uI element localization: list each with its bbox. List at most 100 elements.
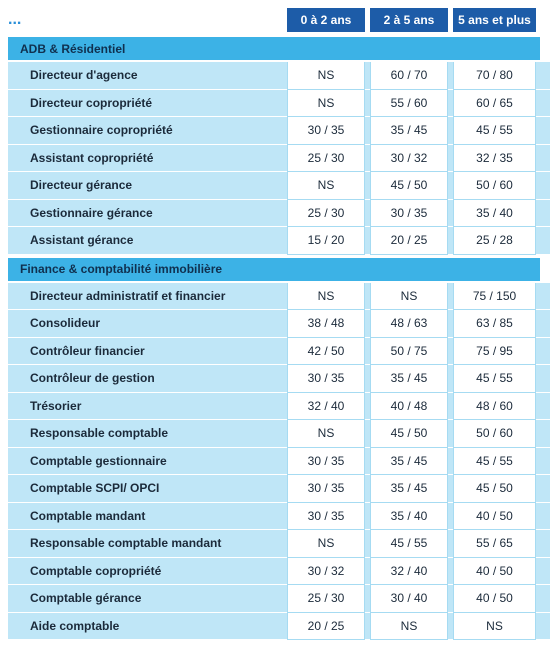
salary-range: 15 / 20 xyxy=(287,227,365,255)
salary-range: 32 / 35 xyxy=(453,144,536,172)
salary-range: NS xyxy=(370,282,448,310)
row-label: Consolideur xyxy=(8,310,287,338)
salary-range: 35 / 40 xyxy=(370,502,448,530)
salary-range: 45 / 55 xyxy=(453,117,536,145)
spacer xyxy=(536,365,550,393)
salary-range: 35 / 45 xyxy=(370,447,448,475)
salary-range: 30 / 35 xyxy=(370,199,448,227)
column-header: 2 à 5 ans xyxy=(370,8,448,32)
spacer xyxy=(536,310,550,338)
spacer xyxy=(536,117,550,145)
salary-range: 20 / 25 xyxy=(287,612,365,640)
spacer xyxy=(536,282,550,310)
salary-range: 50 / 60 xyxy=(453,172,536,200)
salary-range: 35 / 45 xyxy=(370,117,448,145)
spacer xyxy=(536,144,550,172)
row-label: Comptable gestionnaire xyxy=(8,447,287,475)
row-label: Assistant copropriété xyxy=(8,144,287,172)
salary-range: NS xyxy=(287,282,365,310)
salary-range: 25 / 30 xyxy=(287,144,365,172)
row-label: Responsable comptable mandant xyxy=(8,530,287,558)
column-header: 5 ans et plus xyxy=(453,8,536,32)
salary-range: 32 / 40 xyxy=(287,392,365,420)
salary-range: 30 / 32 xyxy=(287,557,365,585)
salary-range: 60 / 70 xyxy=(370,62,448,90)
salary-range: 40 / 50 xyxy=(453,557,536,585)
spacer xyxy=(536,89,550,117)
spacer xyxy=(536,530,550,558)
spacer xyxy=(536,172,550,200)
row-label: Gestionnaire gérance xyxy=(8,199,287,227)
salary-range: NS xyxy=(370,612,448,640)
spacer xyxy=(536,475,550,503)
salary-range: 35 / 45 xyxy=(370,365,448,393)
spacer xyxy=(536,502,550,530)
row-label: Comptable mandant xyxy=(8,502,287,530)
salary-range: NS xyxy=(287,530,365,558)
spacer xyxy=(536,392,550,420)
salary-range: 45 / 55 xyxy=(453,365,536,393)
salary-range: 70 / 80 xyxy=(453,62,536,90)
row-label: Comptable gérance xyxy=(8,585,287,613)
salary-range: NS xyxy=(287,62,365,90)
salary-range: 40 / 50 xyxy=(453,502,536,530)
salary-range: 42 / 50 xyxy=(287,337,365,365)
spacer xyxy=(536,420,550,448)
row-label: Responsable comptable xyxy=(8,420,287,448)
salary-range: 30 / 40 xyxy=(370,585,448,613)
salary-range: 55 / 65 xyxy=(453,530,536,558)
salary-range: 25 / 30 xyxy=(287,585,365,613)
salary-range: 30 / 35 xyxy=(287,447,365,475)
salary-range: 25 / 28 xyxy=(453,227,536,255)
row-label: Directeur administratif et financier xyxy=(8,282,287,310)
marker: ... xyxy=(8,11,22,28)
row-label: Comptable copropriété xyxy=(8,557,287,585)
salary-range: NS xyxy=(453,612,536,640)
salary-range: 50 / 60 xyxy=(453,420,536,448)
salary-range: 60 / 65 xyxy=(453,89,536,117)
salary-range: 35 / 40 xyxy=(453,199,536,227)
salary-range: NS xyxy=(287,420,365,448)
row-label: Directeur copropriété xyxy=(8,89,287,117)
row-label: Directeur d'agence xyxy=(8,62,287,90)
salary-range: 25 / 30 xyxy=(287,199,365,227)
salary-range: 30 / 32 xyxy=(370,144,448,172)
salary-range: NS xyxy=(287,89,365,117)
salary-range: NS xyxy=(287,172,365,200)
salary-range: 35 / 45 xyxy=(370,475,448,503)
salary-range: 75 / 150 xyxy=(453,282,536,310)
salary-range: 38 / 48 xyxy=(287,310,365,338)
salary-range: 30 / 35 xyxy=(287,502,365,530)
salary-range: 45 / 50 xyxy=(370,172,448,200)
salary-range: 48 / 60 xyxy=(453,392,536,420)
salary-range: 30 / 35 xyxy=(287,475,365,503)
section-title: Finance & comptabilité immobilière xyxy=(8,257,540,281)
row-label: Trésorier xyxy=(8,392,287,420)
salary-range: 48 / 63 xyxy=(370,310,448,338)
salary-range: 45 / 50 xyxy=(370,420,448,448)
salary-range: 45 / 55 xyxy=(453,447,536,475)
salary-range: 45 / 55 xyxy=(370,530,448,558)
row-label: Directeur gérance xyxy=(8,172,287,200)
salary-range: 20 / 25 xyxy=(370,227,448,255)
column-header: 0 à 2 ans xyxy=(287,8,365,32)
row-label: Contrôleur de gestion xyxy=(8,365,287,393)
salary-range: 50 / 75 xyxy=(370,337,448,365)
spacer xyxy=(536,227,550,255)
salary-range: 40 / 48 xyxy=(370,392,448,420)
salary-range: 75 / 95 xyxy=(453,337,536,365)
row-label: Gestionnaire copropriété xyxy=(8,117,287,145)
row-label: Assistant gérance xyxy=(8,227,287,255)
salary-range: 40 / 50 xyxy=(453,585,536,613)
spacer xyxy=(536,337,550,365)
spacer xyxy=(536,199,550,227)
spacer xyxy=(536,447,550,475)
salary-range: 55 / 60 xyxy=(370,89,448,117)
row-label: Aide comptable xyxy=(8,612,287,640)
salary-range: 45 / 50 xyxy=(453,475,536,503)
salary-range: 30 / 35 xyxy=(287,117,365,145)
salary-range: 30 / 35 xyxy=(287,365,365,393)
section-title: ADB & Résidentiel xyxy=(8,37,540,60)
spacer xyxy=(536,557,550,585)
